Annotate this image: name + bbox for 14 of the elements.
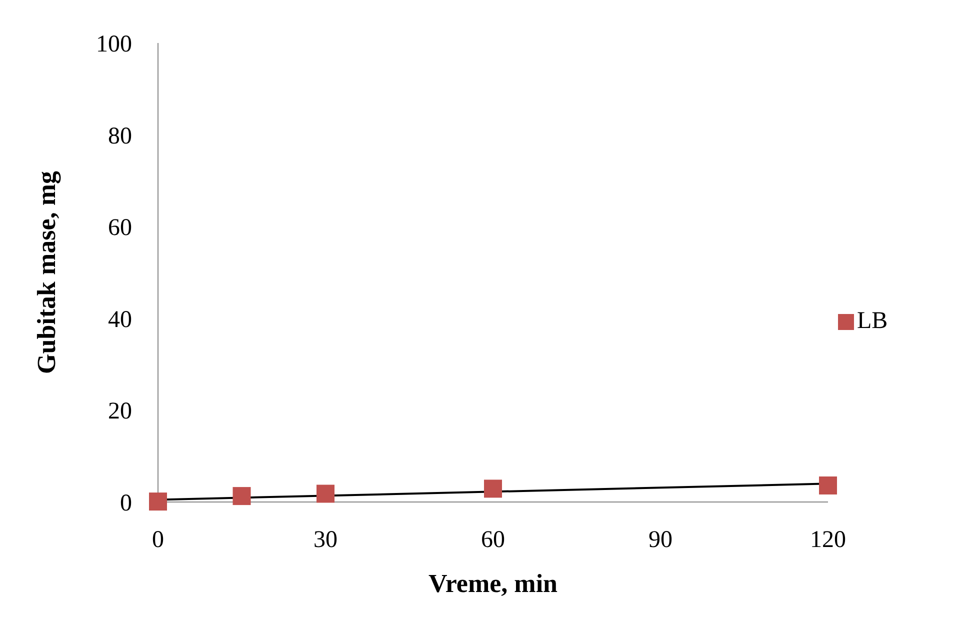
y-tick-label: 20: [108, 398, 132, 425]
x-axis-title: Vreme, min: [428, 569, 558, 598]
x-tick-label: 30: [314, 527, 338, 554]
y-tick-label: 0: [120, 490, 132, 517]
y-tick-label: 100: [96, 32, 132, 58]
y-tick-label: 80: [108, 123, 132, 150]
x-tick-label: 90: [648, 527, 672, 554]
x-tick-label: 60: [481, 527, 505, 554]
legend-label: LB: [857, 308, 888, 335]
y-axis-title: Gubitak mase, mg: [32, 171, 62, 374]
y-tick-label: 60: [108, 215, 132, 242]
x-tick-label: 0: [152, 527, 164, 554]
y-tick-label: 40: [108, 306, 132, 333]
x-tick-label: 120: [810, 527, 846, 554]
